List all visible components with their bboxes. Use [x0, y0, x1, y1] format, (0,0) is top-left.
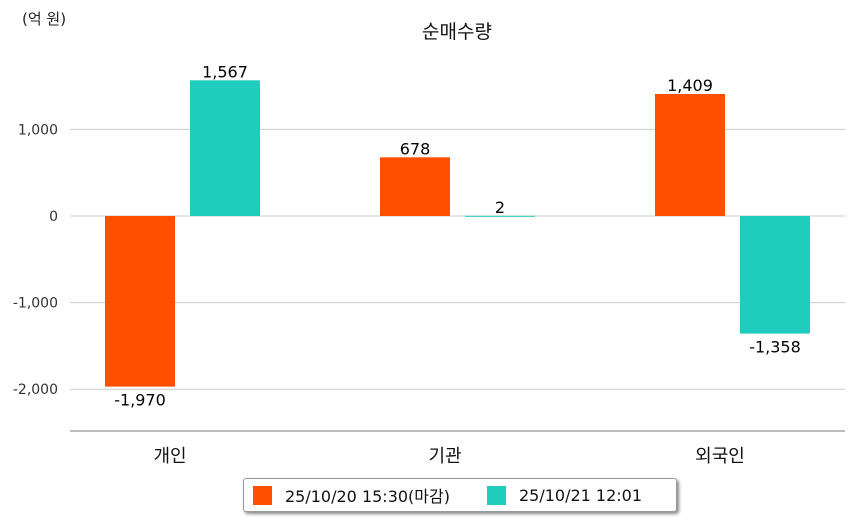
x-tick-label: 개인	[153, 446, 186, 467]
legend: 25/10/20 15:30(마감) 25/10/21 12:01	[243, 478, 677, 512]
bar-1	[190, 80, 260, 217]
y-tick-label: 0	[49, 209, 58, 225]
y-tick-label: 1,000	[18, 122, 58, 138]
data-label: 1,567	[202, 62, 248, 81]
bar-1	[740, 216, 810, 334]
bar-0	[105, 216, 175, 387]
data-label: -1,970	[114, 391, 166, 410]
bar-0	[655, 93, 725, 216]
legend-item-0[interactable]: 25/10/20 15:30(마감)	[253, 483, 450, 507]
data-label: 678	[400, 139, 431, 158]
legend-item-1[interactable]: 25/10/21 12:01	[486, 485, 643, 505]
unit-label: (억 원)	[22, 10, 67, 28]
legend-label: 25/10/21 12:01	[518, 485, 643, 505]
data-label: 1,409	[667, 76, 713, 95]
legend-label: 25/10/20 15:30(마감)	[285, 487, 450, 506]
bar-0	[380, 157, 450, 216]
y-tick-label: -1,000	[13, 296, 58, 312]
y-tick-label: -2,000	[13, 382, 58, 398]
data-label: -1,358	[749, 338, 801, 357]
chart-title: 순매수량	[422, 21, 492, 43]
x-tick-label: 기관	[428, 446, 461, 467]
legend-swatch	[486, 485, 506, 505]
bar-1	[465, 215, 535, 217]
data-label: 2	[495, 198, 505, 217]
legend-swatch	[253, 485, 272, 505]
x-tick-label: 외국인	[695, 446, 745, 467]
